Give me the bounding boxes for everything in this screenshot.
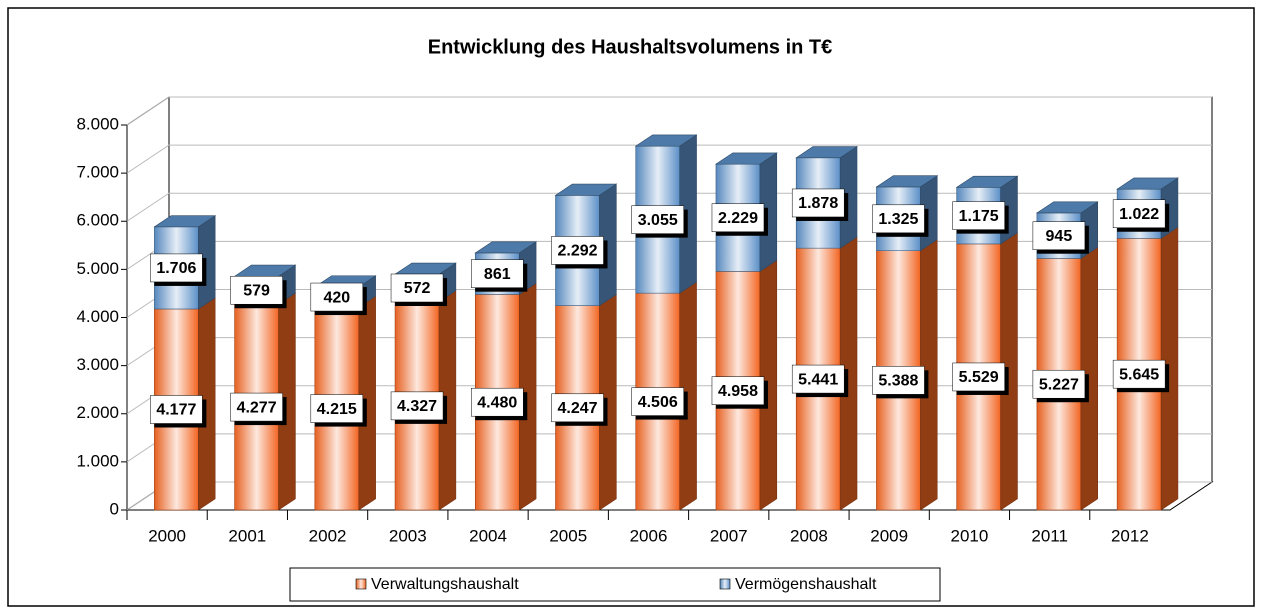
data-label-box [872, 366, 925, 395]
data-label: 4.247 [557, 400, 597, 417]
data-label-box [1032, 221, 1086, 250]
data-label: 1.175 [959, 208, 999, 225]
x-tick-label: 2002 [309, 526, 347, 545]
bar-top [474, 241, 538, 254]
bar-top [1035, 201, 1099, 214]
data-label: 2.292 [557, 243, 597, 260]
data-label: 4.480 [477, 394, 517, 411]
legend-swatch [355, 578, 367, 590]
data-label: 4.215 [317, 401, 357, 418]
bar-top [554, 183, 618, 196]
y-tick-label: 2.000 [76, 403, 119, 422]
data-label-box [1112, 199, 1166, 228]
data-label-box [390, 391, 444, 421]
y-tick-label: 8.000 [76, 114, 119, 133]
data-label-box [471, 387, 524, 417]
data-label: 3.055 [638, 212, 678, 229]
data-label: 5.227 [1039, 376, 1079, 393]
chart-title: Entwicklung des Haushaltsvolumens in T€ [428, 36, 833, 58]
x-tick-label: 2000 [148, 526, 186, 545]
x-tick-label: 2005 [549, 526, 587, 545]
data-label-box [310, 282, 364, 312]
x-tick-label: 2012 [1111, 526, 1149, 545]
y-tick-label: 1.000 [76, 451, 119, 470]
bar-top [795, 146, 858, 159]
grid-line [126, 192, 1212, 222]
data-label-box [150, 395, 203, 424]
legend [289, 567, 941, 602]
data-label: 4.958 [718, 383, 758, 400]
data-label: 1.706 [156, 260, 196, 277]
data-label-box [791, 364, 845, 394]
grid-line [126, 96, 1212, 126]
data-label: 5.529 [959, 369, 999, 386]
data-label: 5.388 [878, 373, 918, 390]
bar-top [714, 152, 778, 165]
data-label: 945 [1046, 228, 1073, 245]
data-label: 1.325 [878, 211, 918, 228]
bar-top [955, 175, 1019, 188]
data-label-box [1112, 359, 1166, 389]
bar-top [1116, 177, 1179, 190]
data-label-box [631, 387, 684, 416]
data-label: 579 [243, 282, 270, 299]
data-label-box [1032, 369, 1086, 399]
x-tick-label: 2008 [790, 526, 828, 545]
x-tick-label: 2006 [630, 526, 668, 545]
data-label: 4.177 [156, 402, 196, 419]
data-label: 4.506 [638, 394, 678, 411]
legend-label: Verwaltungshaushalt [371, 576, 519, 593]
data-label-box [711, 376, 765, 405]
data-label: 572 [404, 280, 431, 297]
x-tick-label: 2011 [1031, 526, 1068, 545]
data-label-box [230, 275, 283, 305]
grid-line [126, 144, 1212, 174]
data-label-box [390, 273, 444, 303]
data-label-box [551, 393, 604, 423]
data-label: 861 [484, 266, 511, 283]
data-label-box [791, 188, 845, 218]
data-label-box [551, 236, 604, 265]
x-tick-label: 2009 [870, 526, 908, 545]
data-label-box [952, 362, 1005, 392]
y-tick-label: 6.000 [76, 211, 119, 230]
y-tick-label: 5.000 [76, 259, 119, 278]
data-label-box [872, 204, 925, 234]
data-label: 5.645 [1119, 366, 1159, 383]
data-label: 1.878 [798, 195, 838, 212]
data-label: 4.277 [237, 399, 277, 416]
data-label-box [150, 253, 203, 283]
legend-swatch [719, 578, 731, 590]
data-label: 5.441 [798, 371, 838, 388]
y-tick-label: 4.000 [76, 307, 119, 326]
data-label-box [471, 259, 524, 288]
data-label: 1.022 [1119, 206, 1159, 223]
bar-top [875, 175, 939, 188]
legend-label: Vermögenshaushalt [735, 576, 877, 593]
x-tick-label: 2010 [951, 526, 989, 545]
y-tick-label: 0 [110, 499, 119, 518]
data-label: 2.229 [718, 210, 758, 227]
y-tick-label: 7.000 [76, 163, 119, 182]
x-tick-label: 2004 [469, 526, 507, 545]
data-label-box [310, 394, 364, 423]
x-tick-label: 2003 [389, 526, 427, 545]
data-label-box [952, 201, 1005, 230]
data-label-box [631, 205, 684, 234]
x-tick-label: 2001 [228, 526, 266, 545]
x-tick-label: 2007 [710, 526, 748, 545]
data-label: 420 [323, 289, 350, 306]
data-label: 4.327 [397, 398, 437, 415]
data-label-box [711, 203, 765, 233]
bar-top [634, 134, 698, 147]
data-label-box [230, 392, 283, 422]
bar-top [153, 215, 217, 228]
y-tick-label: 3.000 [76, 355, 119, 374]
